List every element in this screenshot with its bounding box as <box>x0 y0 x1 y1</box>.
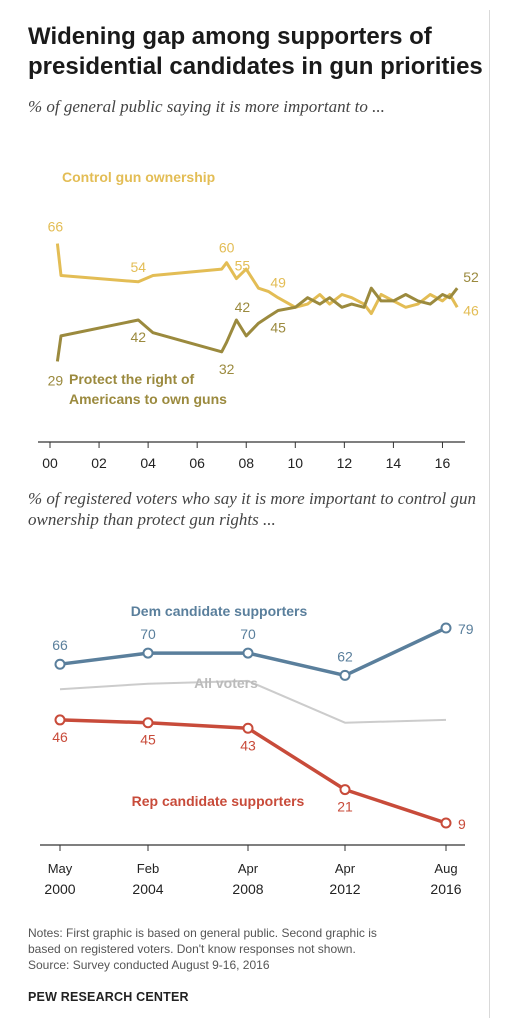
chart2-x-tick-label-month: Apr <box>238 861 259 876</box>
protect-data-label: 32 <box>219 361 235 377</box>
chart1-subtitle: % of general public saying it is more im… <box>28 97 385 116</box>
protect-data-label: 45 <box>270 319 286 335</box>
notes: Notes: First graphic is based on general… <box>28 925 488 973</box>
control-series-line <box>55 243 459 316</box>
protect-data-label: 29 <box>48 372 64 388</box>
dem-data-label: 66 <box>52 637 68 653</box>
chart2-x-tick-label-year: 2016 <box>430 881 461 897</box>
control-data-label: 55 <box>235 258 251 274</box>
control-data-label: 49 <box>270 275 286 291</box>
chart1-x-tick-label: 08 <box>238 455 254 471</box>
chart1-x-tick-label: 06 <box>189 455 205 471</box>
chart2-x-tick-label-year: 2004 <box>132 881 163 897</box>
chart1-x-tick-label: 02 <box>91 455 107 471</box>
rep-data-label: 46 <box>52 729 68 745</box>
dem-data-label: 62 <box>337 648 353 664</box>
chart1-x-tick-label: 14 <box>386 455 402 471</box>
protect-series-name-line: Protect the right of <box>69 371 195 387</box>
all-voters-series-name: All voters <box>194 675 258 691</box>
chart2-x-tick-label-year: 2008 <box>232 881 263 897</box>
notes-line-3: Source: Survey conducted August 9-16, 20… <box>28 958 270 972</box>
protect-series-name-line: Americans to own guns <box>69 391 227 407</box>
chart2-x-tick-label-month: May <box>48 861 73 876</box>
chart2-x-tick-label-month: Feb <box>137 861 159 876</box>
rep-data-label: 9 <box>458 816 466 832</box>
chart2-x-tick-label-month: Apr <box>335 861 356 876</box>
rep-data-label: 21 <box>337 799 353 815</box>
dem-data-label: 70 <box>240 626 256 642</box>
protect-data-label: 42 <box>131 329 147 345</box>
rep-data-point <box>440 817 452 829</box>
control-series-name: Control gun ownership <box>62 169 215 185</box>
chart2-x-tick-label-year: 2000 <box>44 881 75 897</box>
chart1-x-tick-label: 16 <box>435 455 451 471</box>
chart1-x-tick-label: 04 <box>140 455 156 471</box>
chart2-x-tick-label-year: 2012 <box>329 881 360 897</box>
rep-series-name: Rep candidate supporters <box>132 793 305 809</box>
dem-data-point <box>242 647 254 659</box>
rep-data-label: 43 <box>240 737 256 753</box>
control-data-label: 46 <box>463 302 479 318</box>
protect-data-label: 42 <box>235 299 251 315</box>
chart1-x-tick-label: 00 <box>42 455 58 471</box>
protect-series-line <box>55 286 459 362</box>
dem-data-label: 79 <box>458 621 474 637</box>
control-data-label: 54 <box>131 259 147 275</box>
dem-data-point <box>54 658 66 670</box>
notes-line-1: Notes: First graphic is based on general… <box>28 926 377 940</box>
dem-series-name: Dem candidate supporters <box>131 603 308 619</box>
rep-data-point <box>142 717 154 729</box>
chart-frame <box>22 10 490 1018</box>
chart2-subtitle: % of registered voters who say it is mor… <box>28 489 476 529</box>
chart-title: Widening gap among supporters of preside… <box>28 23 483 80</box>
all-voters-series-line <box>59 679 447 724</box>
control-data-label: 66 <box>48 219 64 235</box>
chart2-x-tick-label-month: Aug <box>434 861 457 876</box>
protect-data-label: 52 <box>463 269 479 285</box>
dem-data-point <box>440 622 452 634</box>
rep-data-point <box>54 714 66 726</box>
chart1-x-tick-label: 12 <box>337 455 353 471</box>
source-brand: PEW RESEARCH CENTER <box>28 990 189 1004</box>
rep-data-label: 45 <box>140 732 156 748</box>
notes-line-2: based on registered voters. Don't know r… <box>28 942 356 956</box>
dem-data-label: 70 <box>140 626 156 642</box>
rep-data-point <box>242 722 254 734</box>
dem-data-point <box>339 669 351 681</box>
control-data-label: 60 <box>219 240 235 256</box>
chart1-x-tick-label: 10 <box>288 455 304 471</box>
dem-data-point <box>142 647 154 659</box>
rep-data-point <box>339 784 351 796</box>
